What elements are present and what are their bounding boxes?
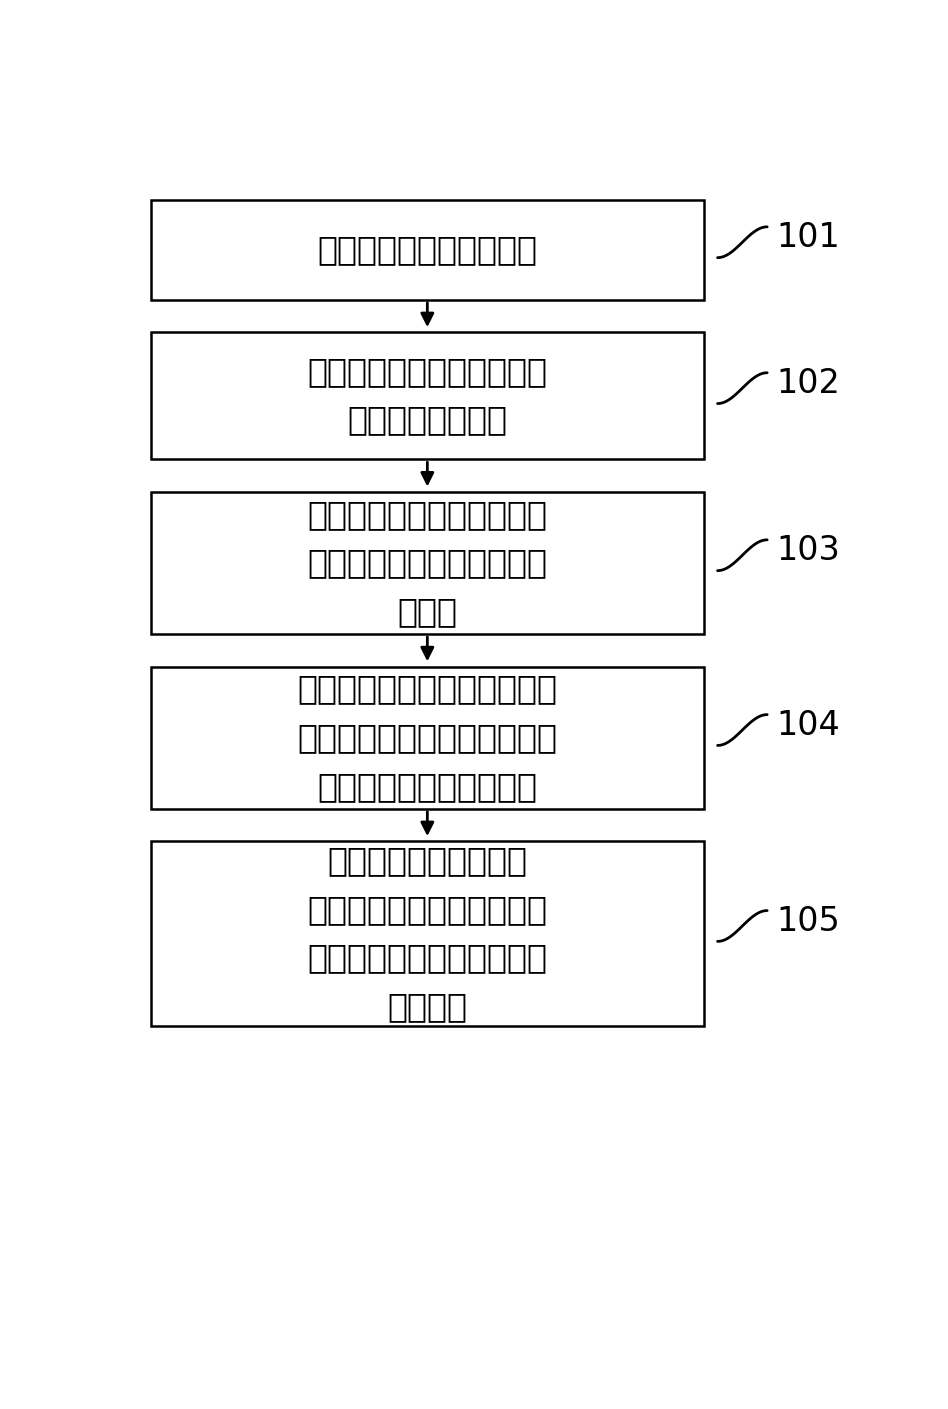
Bar (151, 492, 703, 634)
Text: 103: 103 (776, 534, 840, 566)
Text: 在实际系统中测试计算
得到的补偿网络参数，并根
据测试结果对补偿网络参数
进行优化: 在实际系统中测试计算 得到的补偿网络参数，并根 据测试结果对补偿网络参数 进行优… (307, 844, 547, 1023)
Text: 在保证性能指标的前提下，
确定系统电应力最小化的目
标函数: 在保证性能指标的前提下， 确定系统电应力最小化的目 标函数 (307, 497, 547, 628)
Bar (151, 841, 703, 1026)
Text: 建立无线充电系统的模型: 建立无线充电系统的模型 (318, 234, 538, 266)
Text: 根据实际需求，确定系统性
能指标的目标函数: 根据实际需求，确定系统性 能指标的目标函数 (307, 355, 547, 437)
Bar (151, 200, 703, 300)
Text: 102: 102 (776, 366, 840, 400)
Text: 104: 104 (776, 709, 840, 743)
Bar (151, 333, 703, 459)
Text: 105: 105 (776, 905, 840, 938)
Text: 101: 101 (776, 221, 840, 254)
Text: 利用无线充电系统模型和目标
函数，求解使无线充电系统电
应力最小的补偿网络参数: 利用无线充电系统模型和目标 函数，求解使无线充电系统电 应力最小的补偿网络参数 (298, 672, 557, 803)
Bar (151, 666, 703, 809)
